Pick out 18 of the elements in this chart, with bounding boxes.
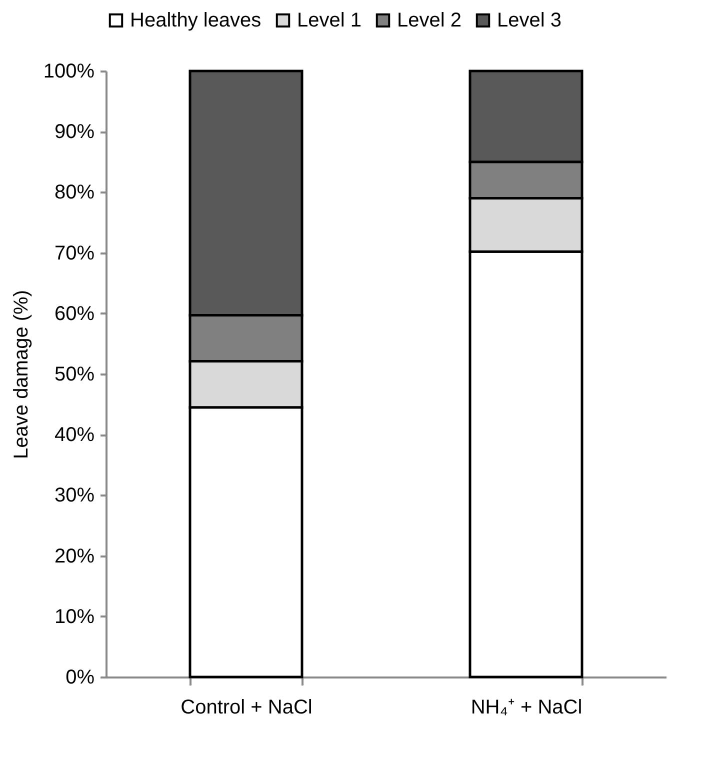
y-tick-label: 10% bbox=[54, 606, 95, 628]
y-tick-label: 50% bbox=[54, 364, 95, 386]
y-tick-label: 40% bbox=[54, 424, 95, 446]
y-tick-label: 0% bbox=[66, 666, 95, 688]
y-tick-label: 20% bbox=[54, 545, 95, 568]
y-tick-label: 80% bbox=[54, 182, 95, 204]
legend-label: Healthy leaves bbox=[130, 9, 262, 32]
y-tick-label: 60% bbox=[54, 302, 95, 325]
legend-label: Level 1 bbox=[297, 9, 362, 32]
legend-label: Level 3 bbox=[497, 9, 562, 32]
x-tick-label: Control + NaCl bbox=[180, 696, 312, 718]
x-tick-label: NH₄⁺ + NaCl bbox=[470, 696, 582, 718]
legend-label: Level 2 bbox=[397, 9, 462, 32]
y-tick-label: 30% bbox=[54, 484, 95, 507]
y-tick-label: 100% bbox=[43, 60, 95, 82]
y-tick-label: 90% bbox=[54, 121, 95, 144]
y-axis-title: Leave damage (%) bbox=[10, 290, 32, 459]
y-tick-label: 70% bbox=[54, 242, 95, 264]
